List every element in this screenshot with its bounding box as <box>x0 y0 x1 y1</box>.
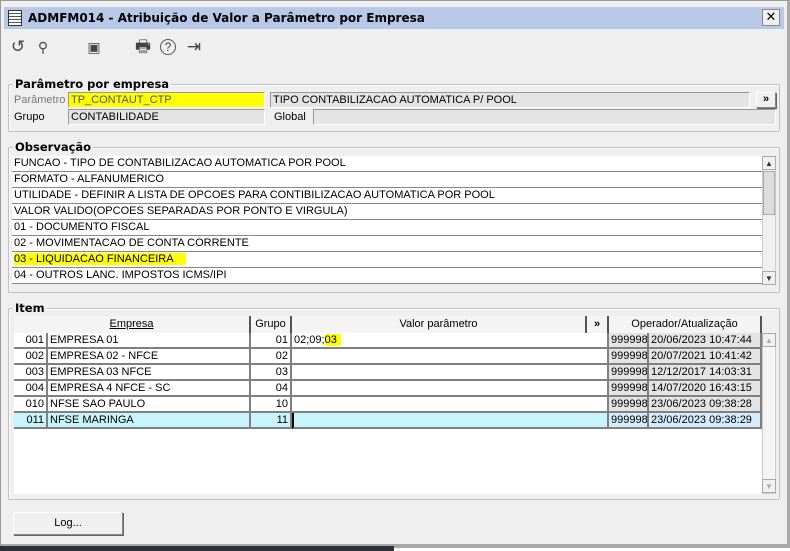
cell-op: 999998 <box>609 333 649 349</box>
observacao-group <box>8 147 780 293</box>
parametro-lookup-button[interactable]: » <box>756 92 776 108</box>
observacao-line[interactable]: VALOR VALIDO(OPCOES SEPARADAS POR PONTO … <box>12 204 762 220</box>
cell-code: 002 <box>14 349 48 365</box>
close-button[interactable]: ✕ <box>762 9 780 26</box>
observacao-line-text: UTILIDADE - DEFINIR A LISTA DE OPCOES PA… <box>14 189 495 201</box>
scroll-up-icon[interactable]: ▲ <box>762 156 776 170</box>
cell-valor[interactable] <box>292 413 609 429</box>
title-bar: ADMFM014 - Atribuição de Valor a Parâmet… <box>4 7 784 29</box>
cell-grupo: 04 <box>251 381 292 397</box>
grupo-field: CONTABILIDADE <box>68 109 265 125</box>
window-title: ADMFM014 - Atribuição de Valor a Parâmet… <box>28 11 425 25</box>
cell-name: EMPRESA 01 <box>48 333 251 349</box>
help-icon[interactable]: ? <box>160 39 176 55</box>
parametro-legend: Parâmetro por empresa <box>13 77 172 91</box>
cell-grupo: 11 <box>251 413 292 429</box>
header-valor[interactable]: Valor parâmetro <box>292 316 587 333</box>
cell-op: 999998 <box>609 349 649 365</box>
cell-grupo: 03 <box>251 365 292 381</box>
item-group <box>8 308 780 500</box>
item-legend: Item <box>13 301 47 315</box>
observacao-line-text: 04 - OUTROS LANC. IMPOSTOS ICMS/IPI <box>14 269 227 281</box>
cell-valor[interactable] <box>292 349 609 365</box>
global-field <box>313 109 776 125</box>
cell-code: 010 <box>14 397 48 413</box>
observacao-legend: Observação <box>13 140 94 154</box>
cell-valor[interactable] <box>292 381 609 397</box>
cell-date: 12/12/2017 14:03:31 <box>649 365 762 381</box>
cell-date: 20/06/2023 10:47:44 <box>649 333 762 349</box>
header-operador[interactable]: Operador/Atualização <box>609 316 762 333</box>
cell-name: EMPRESA 03 NFCE <box>48 365 251 381</box>
header-empresa[interactable]: Empresa <box>14 316 251 333</box>
log-button[interactable]: Log... <box>13 512 123 535</box>
cell-code: 001 <box>14 333 48 349</box>
parametro-input[interactable]: TP_CONTAUT_CTP <box>68 92 265 108</box>
cell-op: 999998 <box>609 381 649 397</box>
cell-valor[interactable]: 02;09;03 <box>292 333 609 349</box>
cell-name: EMPRESA 02 - NFCE <box>48 349 251 365</box>
observacao-line-text: FUNCAO - TIPO DE CONTABILIZACAO AUTOMATI… <box>14 157 346 169</box>
cell-code: 004 <box>14 381 48 397</box>
cell-code: 003 <box>14 365 48 381</box>
cell-grupo: 02 <box>251 349 292 365</box>
cell-date: 23/06/2023 09:38:28 <box>649 397 762 413</box>
parametro-description: TIPO CONTABILIZACAO AUTOMATICA P/ POOL <box>270 92 750 108</box>
observacao-line-text: 01 - DOCUMENTO FISCAL <box>14 221 150 233</box>
search-icon[interactable]: ⚲ <box>37 39 49 55</box>
exit-icon[interactable]: ⇥ <box>186 37 202 56</box>
valor-text: 02;09; <box>294 334 325 346</box>
print-icon[interactable]: 🖶 <box>134 37 152 56</box>
save-icon[interactable]: ▣ <box>87 39 101 55</box>
scroll-down-icon[interactable]: ▼ <box>762 479 776 493</box>
header-grupo[interactable]: Grupo <box>251 316 292 333</box>
parametro-group <box>8 84 780 132</box>
cell-valor[interactable] <box>292 365 609 381</box>
observacao-line[interactable]: UTILIDADE - DEFINIR A LISTA DE OPCOES PA… <box>12 188 762 204</box>
global-label: Global <box>274 111 306 123</box>
cell-date: 14/07/2020 16:43:15 <box>649 381 762 397</box>
cell-grupo: 10 <box>251 397 292 413</box>
grupo-label: Grupo <box>14 111 45 123</box>
cell-op: 999998 <box>609 365 649 381</box>
cell-name: EMPRESA 4 NFCE - SC <box>48 381 251 397</box>
cell-op: 999998 <box>609 397 649 413</box>
observacao-line-text: FORMATO - ALFANUMERICO <box>14 173 164 185</box>
observacao-line-text: 03 - LIQUIDACAO FINANCEIRA <box>14 253 186 265</box>
valor-highlight: 03 <box>324 334 341 346</box>
observacao-line[interactable]: 04 - OUTROS LANC. IMPOSTOS ICMS/IPI <box>12 268 762 284</box>
item-scrollbar[interactable] <box>762 333 776 494</box>
observacao-line-text: 02 - MOVIMENTACAO DE CONTA CORRENTE <box>14 237 249 249</box>
cell-name: NFSE SAO PAULO <box>48 397 251 413</box>
scroll-up-icon[interactable]: ▲ <box>762 333 776 347</box>
cell-name: NFSE MARINGA <box>48 413 251 429</box>
taskbar-strip <box>0 546 394 551</box>
log-button-label: Log... <box>54 517 82 529</box>
cell-date: 20/07/2021 10:41:42 <box>649 349 762 365</box>
observacao-line[interactable]: 02 - MOVIMENTACAO DE CONTA CORRENTE <box>12 236 762 252</box>
cell-grupo: 01 <box>251 333 292 349</box>
observacao-line-text: VALOR VALIDO(OPCOES SEPARADAS POR PONTO … <box>14 205 348 217</box>
observacao-line[interactable]: 01 - DOCUMENTO FISCAL <box>12 220 762 236</box>
undo-icon[interactable]: ↺ <box>10 37 26 56</box>
scroll-thumb[interactable] <box>763 171 775 215</box>
observacao-line[interactable]: 03 - LIQUIDACAO FINANCEIRA <box>12 252 762 268</box>
cell-valor[interactable] <box>292 397 609 413</box>
app-icon <box>8 10 22 26</box>
header-expand-button[interactable]: » <box>587 316 609 333</box>
cell-date: 23/06/2023 09:38:29 <box>649 413 762 429</box>
cell-op: 999998 <box>609 413 649 429</box>
parametro-label: Parâmetro <box>14 94 66 106</box>
observacao-line[interactable]: FORMATO - ALFANUMERICO <box>12 172 762 188</box>
observacao-line[interactable]: FUNCAO - TIPO DE CONTABILIZACAO AUTOMATI… <box>12 156 762 172</box>
scroll-down-icon[interactable]: ▼ <box>762 271 776 285</box>
cell-code: 011 <box>14 413 48 429</box>
